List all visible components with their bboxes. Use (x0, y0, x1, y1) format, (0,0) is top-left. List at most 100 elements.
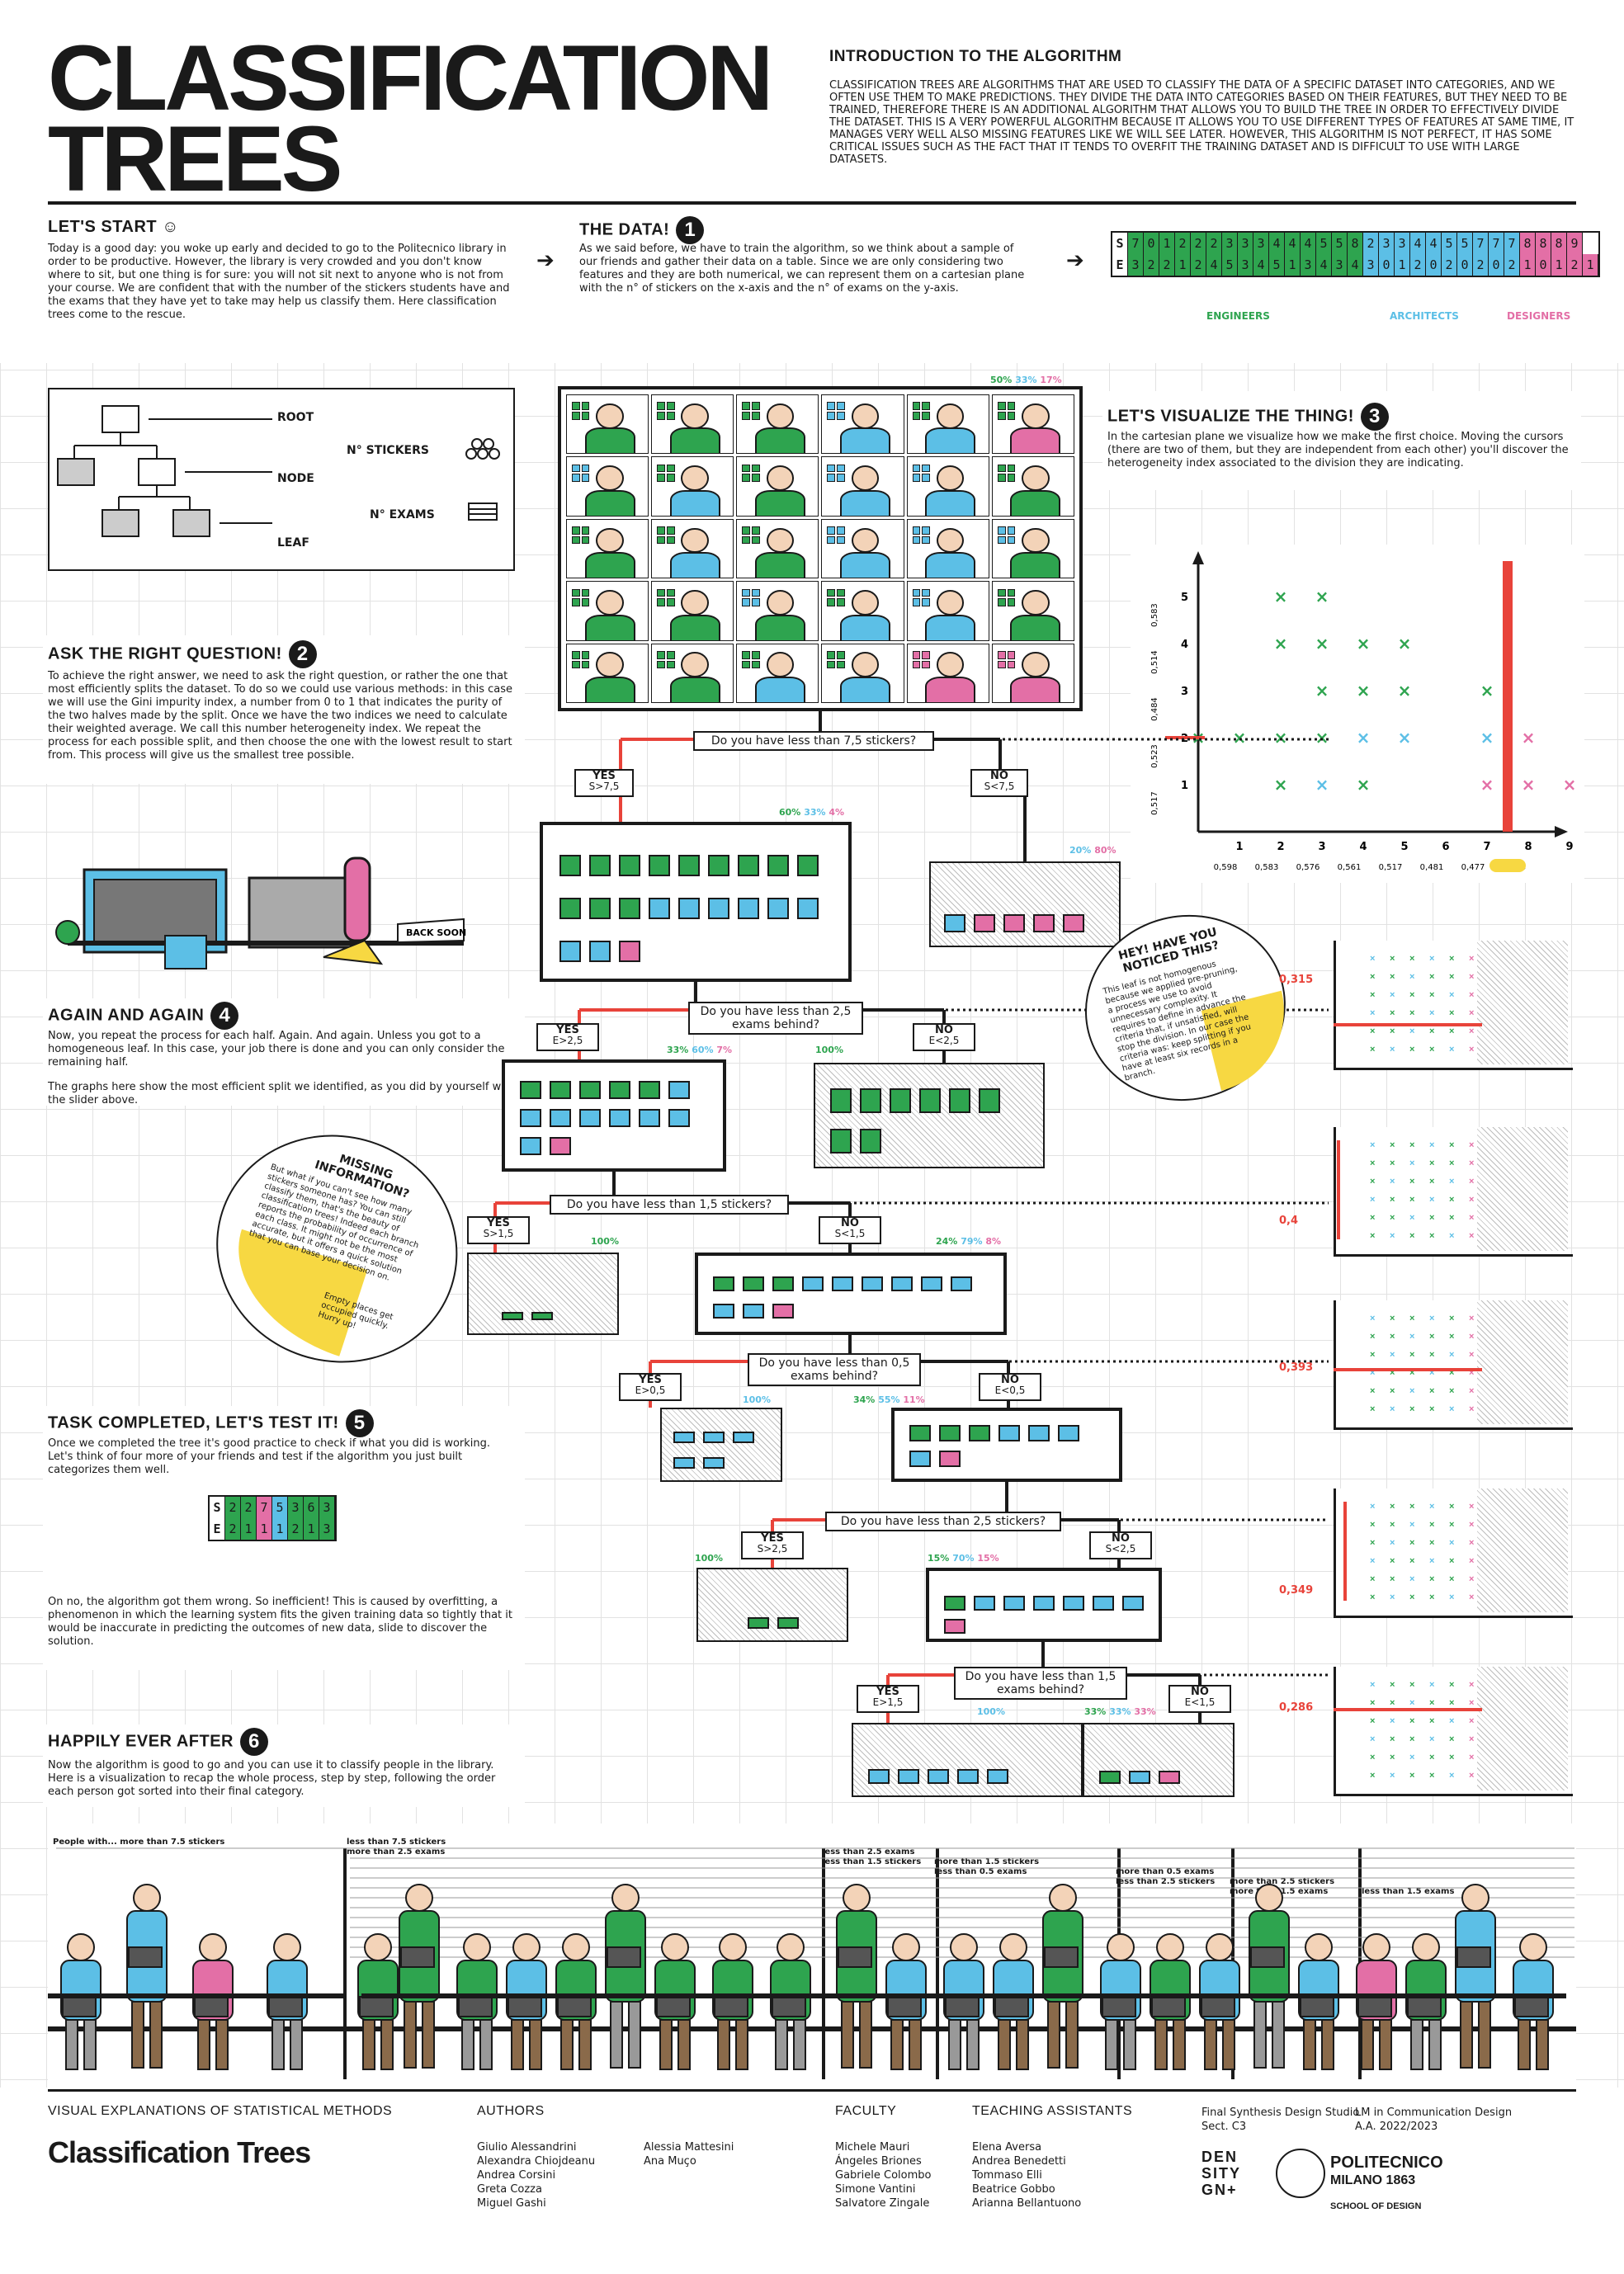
name-item: Alexandra Chiojdeanu (477, 2155, 596, 2168)
record-icon (559, 941, 581, 962)
record-icon (998, 1425, 1020, 1441)
recap-figure-part (359, 1996, 394, 2017)
recap-label: less than 2.5 stickers (1116, 1877, 1216, 1886)
table-cell: 7 (257, 1497, 272, 1518)
no-6[interactable]: NO E<1,5 (1168, 1685, 1231, 1713)
table-cell: 1 (1551, 254, 1567, 276)
table-cell: 1 (272, 1518, 288, 1540)
side-chart: × × × × × × × × × × × × × × × × × × × × × × × × × × × × × × × × × × × × 0,28… (1279, 1663, 1576, 1812)
no-2[interactable]: NO E<2,5 (913, 1023, 975, 1051)
record-icon (531, 1312, 553, 1320)
table-cell: 8 (1520, 233, 1536, 254)
leaf-6-pct: 100% (977, 1706, 1005, 1717)
question-6[interactable]: Do you have less than 1,5 exams behind? (954, 1667, 1127, 1700)
recap-figure-part (1201, 1996, 1235, 2017)
record-icon (738, 855, 759, 876)
ask-bg (43, 635, 525, 784)
recap-figure-part (945, 1996, 980, 2017)
record-icon (1003, 1596, 1025, 1611)
table-cell: 7 (1504, 233, 1520, 254)
recap-figure-part (966, 2019, 980, 2070)
recap-figure-part (610, 2001, 623, 2069)
record-icon (974, 914, 995, 932)
record-icon (743, 1276, 764, 1291)
table-cell: 3 (1253, 233, 1269, 254)
chart-label: 0,517 (1379, 863, 1403, 872)
record-icon (777, 1617, 799, 1629)
name-item: Ángeles Briones (835, 2155, 922, 2168)
table-cell: 4 (1410, 233, 1426, 254)
table-cell: 8 (1536, 233, 1551, 254)
yes-1[interactable]: YES S>7,5 (574, 769, 634, 797)
leaf-4-pct: 100% (743, 1394, 771, 1405)
recap-figure-part (890, 2019, 904, 2070)
recap-figure-part (994, 1996, 1029, 2017)
record-icon (520, 1137, 541, 1155)
recap-figure-part (1412, 1933, 1440, 1961)
person-card (651, 394, 734, 455)
no-4[interactable]: NO E<0,5 (979, 1373, 1041, 1401)
record-icon (944, 1619, 965, 1634)
again-heading: AGAIN AND AGAIN 4 (48, 1002, 239, 1030)
recap-figure-part (1154, 2019, 1168, 2070)
chart-mark (1503, 561, 1513, 832)
chart-label: 0,583 (1150, 603, 1159, 627)
person-card (736, 643, 819, 703)
yes-6[interactable]: YES E>1,5 (857, 1685, 919, 1713)
recap-figure-part (719, 1933, 747, 1961)
table-cell: 0 (1457, 254, 1473, 276)
record-icon (738, 898, 759, 919)
recap-figure-part (271, 2019, 285, 2070)
table-cell: 3 (1332, 254, 1348, 276)
yes-3[interactable]: YES S>1,5 (467, 1216, 530, 1244)
authors-heading: AUTHORS (477, 2104, 545, 2118)
course-info: LM in Communication Design A.A. 2022/2023 (1355, 2107, 1513, 2133)
no-1[interactable]: NO S<7,5 (970, 769, 1028, 797)
side-chart-value: 0,393 (1279, 1361, 1314, 1374)
recap-figure-part (1518, 2019, 1531, 2070)
leaf-3 (467, 1253, 619, 1335)
header-area (0, 0, 1624, 363)
happily-heading: HAPPILY EVER AFTER 6 (48, 1728, 268, 1756)
question-5[interactable]: Do you have less than 2,5 stickers? (825, 1512, 1061, 1531)
recap-figure-part (290, 2019, 303, 2070)
recap-figure-part (1478, 2001, 1491, 2069)
recap-figure-part (998, 2019, 1011, 2070)
recap-figure-part (67, 1933, 95, 1961)
yes-5[interactable]: YES S>2,5 (741, 1531, 804, 1559)
ask-text: To achieve the right answer, we need to … (48, 670, 513, 762)
question-4[interactable]: Do you have less than 0,5 exams behind? (748, 1353, 921, 1386)
chart-label: 4 (1181, 639, 1188, 651)
no-3[interactable]: NO S<1,5 (819, 1216, 881, 1244)
question-1[interactable]: Do you have less than 7,5 stickers? (693, 731, 934, 751)
record-icon (1099, 1771, 1121, 1784)
node-6-pct: 15% 70% 15% (928, 1553, 999, 1564)
legend-stickers: N° STICKERS (347, 444, 429, 457)
question-3[interactable]: Do you have less than 1,5 stickers? (550, 1195, 789, 1215)
no-5[interactable]: NO S<2,5 (1089, 1531, 1152, 1559)
intro-text: CLASSIFICATION TREES ARE ALGORITHMS THAT… (829, 79, 1574, 166)
table-cell: 0 (1426, 254, 1442, 276)
visualize-heading: LET'S VISUALIZE THE THING! 3 (1107, 403, 1389, 431)
yes-4[interactable]: YES E>0,5 (619, 1373, 682, 1401)
person-card (651, 581, 734, 641)
recap-figure-part (607, 1946, 641, 1968)
recap-figure-part (65, 2019, 78, 2070)
recap-figure-part (859, 2001, 872, 2069)
recap-figure-part (999, 1933, 1027, 1961)
record-icon (1093, 1596, 1114, 1611)
yes-2[interactable]: YES E>2,5 (536, 1023, 599, 1051)
chart-label: 5 (1400, 841, 1408, 853)
leaf-5-pct: 100% (695, 1553, 723, 1564)
leaf-2-pct: 100% (815, 1045, 843, 1055)
question-2[interactable]: Do you have less than 2,5 exams behind? (688, 1002, 863, 1035)
record-icon (668, 1081, 690, 1099)
name-item: Alessia Mattesini (644, 2141, 734, 2154)
record-icon (559, 898, 581, 919)
chart-mark (1555, 826, 1568, 837)
record-icon (957, 1769, 979, 1784)
name-item: Gabriele Colombo (835, 2169, 932, 2182)
recap-figure-part (777, 1933, 805, 1961)
person-card (991, 518, 1074, 579)
name-item: Greta Cozza (477, 2183, 542, 2196)
